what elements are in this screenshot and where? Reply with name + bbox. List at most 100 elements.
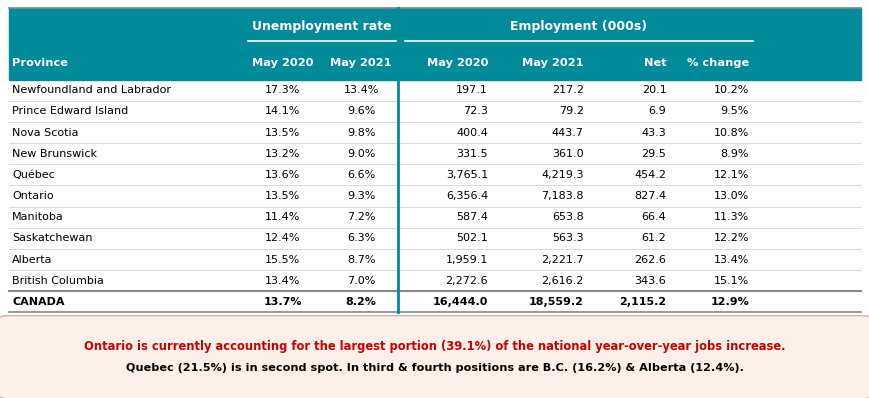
Text: 1,959.1: 1,959.1: [445, 254, 488, 265]
Text: 197.1: 197.1: [455, 85, 488, 95]
Bar: [9, 46, 860, 80]
Text: Manitoba: Manitoba: [12, 212, 63, 222]
Text: 400.4: 400.4: [455, 127, 488, 138]
Bar: [9, 164, 860, 185]
Text: 502.1: 502.1: [456, 233, 488, 243]
Text: Ontario is currently accounting for the largest portion (39.1%) of the national : Ontario is currently accounting for the …: [84, 339, 785, 353]
Text: 9.8%: 9.8%: [347, 127, 375, 138]
FancyBboxPatch shape: [0, 316, 869, 398]
Text: 7.2%: 7.2%: [347, 212, 375, 222]
Text: 8.7%: 8.7%: [347, 254, 375, 265]
Bar: [9, 143, 860, 164]
Text: 8.2%: 8.2%: [345, 297, 376, 307]
Text: 6.3%: 6.3%: [347, 233, 375, 243]
Bar: [9, 291, 860, 312]
Text: 12.9%: 12.9%: [709, 297, 748, 307]
Text: 8.9%: 8.9%: [720, 149, 748, 159]
Text: 79.2: 79.2: [558, 106, 583, 116]
Text: 454.2: 454.2: [634, 170, 666, 180]
Text: Net: Net: [643, 58, 666, 68]
Text: 72.3: 72.3: [462, 106, 488, 116]
Text: 563.3: 563.3: [552, 233, 583, 243]
Text: 9.6%: 9.6%: [347, 106, 375, 116]
Bar: [9, 101, 860, 122]
Text: 2,115.2: 2,115.2: [619, 297, 666, 307]
Text: Quebec (21.5%) is in second spot. In third & fourth positions are B.C. (16.2%) &: Quebec (21.5%) is in second spot. In thi…: [126, 363, 743, 373]
Text: 10.2%: 10.2%: [713, 85, 748, 95]
Text: 343.6: 343.6: [634, 276, 666, 286]
Text: 361.0: 361.0: [552, 149, 583, 159]
Text: Saskatchewan: Saskatchewan: [12, 233, 93, 243]
Text: 587.4: 587.4: [455, 212, 488, 222]
Text: 13.7%: 13.7%: [263, 297, 302, 307]
Text: 10.8%: 10.8%: [713, 127, 748, 138]
Text: 15.1%: 15.1%: [713, 276, 748, 286]
Text: May 2021: May 2021: [330, 58, 391, 68]
Text: 262.6: 262.6: [634, 254, 666, 265]
Text: 43.3: 43.3: [641, 127, 666, 138]
Text: 6.9: 6.9: [648, 106, 666, 116]
Bar: [9, 185, 860, 207]
Text: 66.4: 66.4: [641, 212, 666, 222]
Text: 13.5%: 13.5%: [265, 191, 300, 201]
Bar: [9, 270, 860, 291]
Text: 13.4%: 13.4%: [343, 85, 378, 95]
Text: 13.4%: 13.4%: [265, 276, 300, 286]
Bar: [9, 8, 860, 46]
Text: Québec: Québec: [12, 170, 55, 180]
Text: 12.2%: 12.2%: [713, 233, 748, 243]
Text: 443.7: 443.7: [551, 127, 583, 138]
Text: 2,221.7: 2,221.7: [541, 254, 583, 265]
Text: 3,765.1: 3,765.1: [445, 170, 488, 180]
Bar: [9, 80, 860, 101]
Text: 217.2: 217.2: [551, 85, 583, 95]
Text: 827.4: 827.4: [634, 191, 666, 201]
Text: 61.2: 61.2: [641, 233, 666, 243]
Text: 12.4%: 12.4%: [265, 233, 300, 243]
Text: 13.5%: 13.5%: [265, 127, 300, 138]
Text: Nova Scotia: Nova Scotia: [12, 127, 78, 138]
Text: Newfoundland and Labrador: Newfoundland and Labrador: [12, 85, 171, 95]
Text: 2,616.2: 2,616.2: [541, 276, 583, 286]
Text: Unemployment rate: Unemployment rate: [252, 20, 391, 33]
Text: 2,272.6: 2,272.6: [445, 276, 488, 286]
Text: 4,219.3: 4,219.3: [541, 170, 583, 180]
Text: May 2020: May 2020: [426, 58, 488, 68]
Bar: [9, 228, 860, 249]
Text: 331.5: 331.5: [456, 149, 488, 159]
Text: % change: % change: [686, 58, 748, 68]
Text: May 2021: May 2021: [521, 58, 583, 68]
Text: 18,559.2: 18,559.2: [528, 297, 583, 307]
Text: 6,356.4: 6,356.4: [445, 191, 488, 201]
Text: 11.3%: 11.3%: [713, 212, 748, 222]
Bar: [9, 249, 860, 270]
Text: 7.0%: 7.0%: [347, 276, 375, 286]
Text: 29.5: 29.5: [640, 149, 666, 159]
Text: May 2020: May 2020: [252, 58, 313, 68]
Text: 6.6%: 6.6%: [347, 170, 375, 180]
Text: 16,444.0: 16,444.0: [432, 297, 488, 307]
Text: 17.3%: 17.3%: [265, 85, 300, 95]
Text: Ontario: Ontario: [12, 191, 54, 201]
Text: 13.0%: 13.0%: [713, 191, 748, 201]
Text: British Columbia: British Columbia: [12, 276, 104, 286]
Text: 11.4%: 11.4%: [265, 212, 300, 222]
Text: 13.6%: 13.6%: [265, 170, 300, 180]
Text: 9.0%: 9.0%: [347, 149, 375, 159]
Text: 9.3%: 9.3%: [347, 191, 375, 201]
Text: Province: Province: [12, 58, 68, 68]
Text: 7,183.8: 7,183.8: [541, 191, 583, 201]
Text: 20.1: 20.1: [641, 85, 666, 95]
Bar: [9, 122, 860, 143]
Bar: [9, 207, 860, 228]
Text: CANADA: CANADA: [12, 297, 64, 307]
Text: 13.2%: 13.2%: [265, 149, 300, 159]
Text: 13.4%: 13.4%: [713, 254, 748, 265]
Text: Alberta: Alberta: [12, 254, 53, 265]
Text: 14.1%: 14.1%: [265, 106, 300, 116]
Text: 15.5%: 15.5%: [265, 254, 300, 265]
Text: New Brunswick: New Brunswick: [12, 149, 97, 159]
Text: 12.1%: 12.1%: [713, 170, 748, 180]
Text: 653.8: 653.8: [552, 212, 583, 222]
Text: 9.5%: 9.5%: [720, 106, 748, 116]
